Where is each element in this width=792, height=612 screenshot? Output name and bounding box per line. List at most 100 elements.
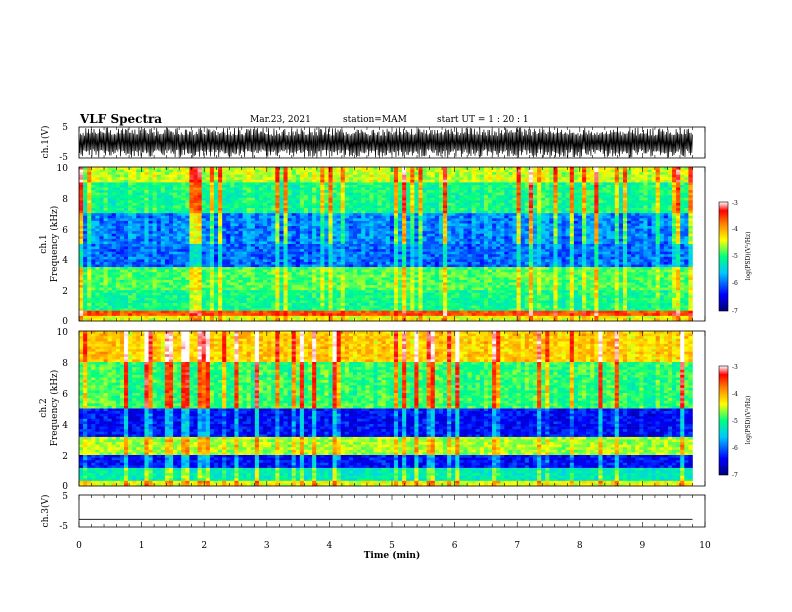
spectrogram-cell [426,167,432,170]
spectrogram-cell [193,179,198,183]
spectrogram-cell [631,226,636,229]
spectrogram-cell [357,167,362,170]
spectrogram-cell [467,167,472,170]
spectrogram-cell [185,195,190,199]
spectrogram-cell [99,210,104,214]
spectrogram-cell [532,249,538,252]
spectrogram-cell [312,249,317,252]
spectrogram-cell [389,179,395,183]
spectrogram-cell [524,174,530,178]
spectrogram-cell [500,249,505,252]
spectrogram-cell [418,174,423,178]
spectrogram-cell [479,236,485,240]
spectrogram-cell [209,200,215,204]
spectrogram-cell [140,182,145,186]
spectrogram-cell [107,213,113,217]
spectrogram-cell [402,192,407,196]
spectrogram-cell [471,233,477,237]
spectrogram-cell [504,197,509,201]
spectrogram-cell [348,220,354,224]
spectrogram-cell [177,179,182,183]
spectrogram-cell [512,177,517,181]
spectrogram-cell [189,179,194,183]
spectrogram-cell [287,213,292,217]
spectrogram-cell [402,236,407,240]
spectrogram-cell [258,231,264,235]
spectrogram-cell [532,192,538,196]
spectrogram-cell [136,226,141,229]
spectrogram-cell [168,241,174,245]
spectrogram-cell [148,174,153,178]
spectrogram-cell [647,215,652,219]
spectrogram-cell [103,195,108,199]
spectrogram-cell [377,169,382,173]
spectrogram-cell [107,195,113,199]
spectrogram-cell [205,179,211,183]
spectrogram-cell [418,182,423,186]
spectrogram-cell [209,184,215,188]
spectrogram-cell [618,182,624,186]
spectrogram-cell [569,236,575,240]
spectrogram-cell [496,244,501,247]
spectrogram-cell [471,218,477,222]
spectrogram-cell [447,167,452,170]
spectrogram-cell [369,184,374,188]
spectrogram-cell [385,238,391,242]
spectrogram-cell [561,246,566,250]
spectrogram-cell [201,177,207,181]
spectrogram-cell [492,208,497,211]
spectrogram-cell [459,220,464,224]
spectrogram-cell [312,241,317,245]
spectrogram-cell [393,210,399,214]
spectrogram-cell [475,236,481,240]
spectrogram-cell [524,197,530,201]
spectrogram-cell [83,218,88,222]
spectrogram-cell [291,215,297,219]
spectrogram-cell [487,246,493,250]
spectrogram-cell [389,210,395,214]
spectrogram-cell [672,205,677,209]
spectrogram-cell [492,220,497,224]
spectrogram-cell [308,172,313,175]
spectrogram-cell [447,249,452,252]
spectrogram-cell [598,215,603,219]
spectrogram-cell [635,177,640,181]
spectrogram-cell [398,213,403,217]
spectrogram-cell [173,241,178,245]
spectrogram-cell [680,233,685,237]
spectrogram-cell [430,238,436,242]
spectrogram-cell [479,184,485,188]
spectrogram-cell [336,213,342,217]
spectrogram-cell [451,177,456,181]
spectrogram-cell [328,231,333,235]
spectrogram-cell [438,215,444,219]
spectrogram-cell [308,236,313,240]
spectrogram-cell [299,244,305,247]
spectrogram-cell [173,218,178,222]
spectrogram-cell [541,241,546,245]
spectrogram-cell [651,177,656,181]
spectrogram-cell [553,195,558,199]
spectrogram-cell [557,236,562,240]
spectrogram-cell [451,218,456,222]
spectrogram-cell [455,200,460,204]
spectrogram-cell [381,220,387,224]
spectrogram-cell [181,210,186,214]
spectrogram-cell [655,169,661,173]
spectrogram-cell [655,208,661,211]
spectrogram-cell [643,236,648,240]
spectrogram-cell [651,215,656,219]
spectrogram-cell [418,236,423,240]
spectrogram-cell [213,210,219,214]
spectrogram-cell [234,241,239,245]
spectrogram-cell [426,205,432,209]
spectrogram-cell [447,202,452,206]
spectrogram-cell [528,218,534,222]
spectrogram-cell [532,197,538,201]
spectrogram-cell [103,200,108,204]
spectrogram-cell [602,249,607,252]
spectrogram-cell [119,167,125,170]
spectrogram-cell [422,190,427,193]
spectrogram-cell [622,231,628,235]
spectrogram-cell [479,187,485,191]
